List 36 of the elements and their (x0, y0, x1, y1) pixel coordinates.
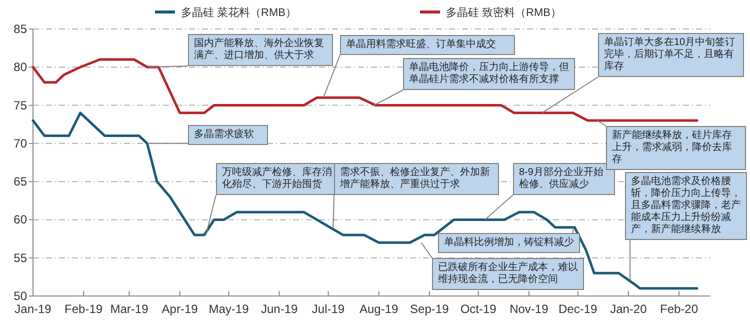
x-tick-label: Nov-19 (510, 302, 549, 316)
x-tick-label: Jun-19 (260, 302, 298, 316)
y-tick-label: 65 (14, 174, 28, 189)
y-tick-label: 85 (14, 22, 28, 36)
annotation: 国内产能释放、海外企业恢复满产、进口增加、供大于求 (188, 34, 333, 66)
x-tick-label: Oct-19 (460, 302, 497, 316)
x-tick-label: Jul-19 (312, 302, 345, 316)
x-tick-label: Sep-19 (410, 302, 450, 316)
y-tick-label: 75 (14, 98, 28, 112)
annotation: 新产能继续释放，硅片库存上升，需求减弱，降价去库存 (606, 126, 746, 170)
annotation: 单晶料比例增加，铸锭料减少 (438, 233, 580, 253)
annotation: 多晶需求疲软 (188, 125, 268, 145)
x-tick-label: May-19 (208, 302, 250, 316)
annotation: 单晶电池降价，压力向上游传导，但单晶硅片需求不减对价格有所支撑 (403, 58, 575, 90)
x-tick-label: Feb-20 (660, 302, 698, 316)
x-tick-label: Feb-19 (64, 302, 103, 316)
annotation: 8-9月部分企业开始检修、供应减少 (519, 167, 604, 190)
x-tick-label: Mar-19 (110, 302, 149, 316)
annotation: 单晶订单大多在10月中旬签订完毕，后期订单不足，且略有库存 (598, 33, 744, 77)
y-tick-label: 80 (14, 60, 28, 74)
legend-label: 多晶硅 菜花料（RMB） (181, 6, 296, 19)
x-tick-label: Apr-19 (162, 302, 198, 316)
annotation: 多晶电池需求及价格腰斩，降价压力向上传导，且多晶料需求骤降，老产能成本压力上升纷纷减产，新产能继续释放 (625, 172, 747, 240)
x-tick-label: Jan-20 (610, 302, 648, 316)
y-tick-label: 60 (14, 212, 28, 227)
x-tick-label: Dec-19 (558, 302, 598, 316)
annotation: 万吨级减产检修、库存消化殆尽、下游开始囤货 (216, 163, 338, 195)
annotation: 需求不振、检修企业复产、外加新增产能释放、严重供过于求 (334, 163, 499, 195)
y-tick-label: 50 (14, 289, 28, 303)
x-tick-label: Jan-19 (14, 302, 52, 316)
annotation: 已跌破所有企业生产成本，难以维持现金流，已无降价空间 (432, 258, 584, 290)
y-tick-label: 70 (14, 136, 28, 150)
y-tick-label: 55 (14, 250, 28, 265)
x-tick-label: Aug-19 (359, 302, 399, 316)
annotation: 单晶用料需求旺盛、订单集中成交 (340, 35, 515, 55)
legend-label: 多晶硅 致密料（RMB） (446, 6, 562, 19)
